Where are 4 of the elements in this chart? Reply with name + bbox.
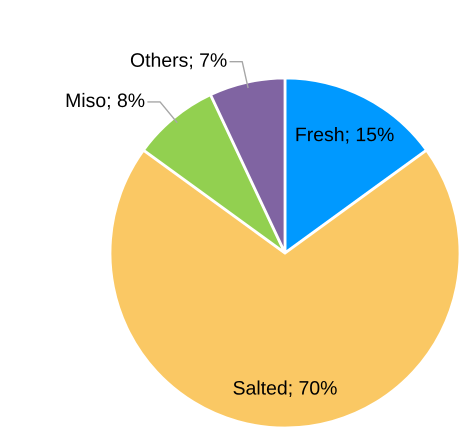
slice-label: Others; 7% <box>130 52 227 70</box>
slice-label: Fresh; 15% <box>296 126 394 144</box>
slice-label: Miso; 8% <box>66 92 144 110</box>
slice-label: Salted; 70% <box>233 380 337 398</box>
